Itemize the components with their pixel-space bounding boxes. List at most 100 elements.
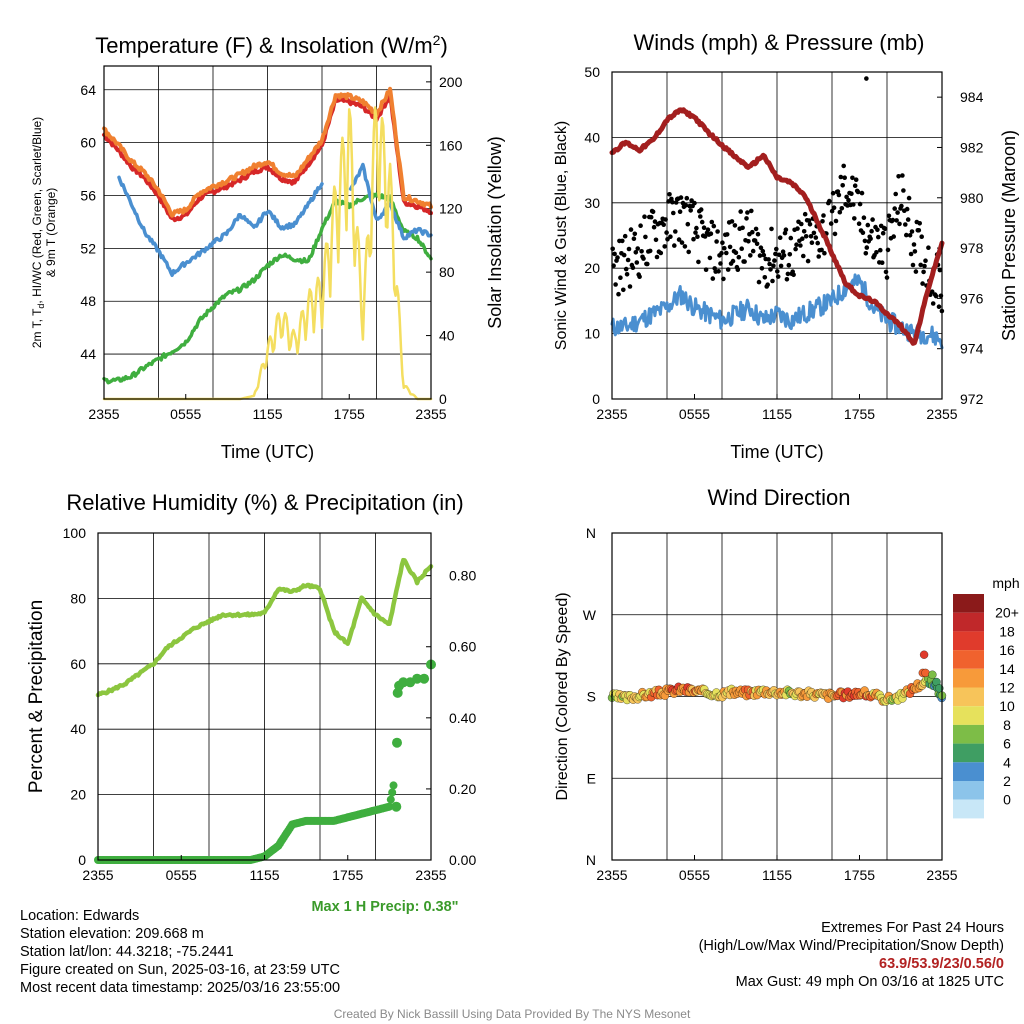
legend-swatch: [953, 612, 984, 632]
sonic-wind-series: [610, 273, 944, 350]
gust-dot: [718, 261, 723, 266]
gust-dot: [891, 234, 896, 239]
gust-dot: [686, 249, 691, 255]
legend-label: 10: [999, 698, 1015, 714]
legend-swatch: [953, 706, 984, 725]
x-tick-label: 1155: [252, 406, 282, 422]
y-axis-label: Sonic Wind & Gust (Blue, Black): [553, 121, 570, 350]
gust-dot: [663, 217, 668, 222]
gust-dot: [694, 225, 699, 231]
gust-dot: [923, 258, 928, 264]
gust-dot: [714, 239, 719, 244]
y-tick-label: N: [586, 852, 596, 868]
gust-dots: [610, 76, 945, 314]
direction-dot: [935, 684, 944, 693]
gust-dot: [688, 208, 693, 213]
gust-dot: [653, 237, 659, 243]
gust-dot: [638, 223, 643, 228]
gust-dot: [930, 301, 936, 306]
gust-dot: [641, 256, 646, 261]
max-precip-annotation: Max 1 H Precip: 0.38": [311, 899, 458, 915]
y-tick-label: 0: [592, 391, 600, 407]
x-tick-label: 2355: [82, 867, 113, 883]
gust-dot: [634, 260, 640, 265]
legend-swatch: [953, 762, 984, 781]
gust-dot: [696, 259, 701, 265]
gust-dot: [922, 263, 927, 269]
y2-tick-label: 0.40: [449, 710, 476, 726]
created-label: Figure created on Sun, 2025-03-16, at 23…: [20, 962, 340, 978]
y-tick-label: 80: [70, 590, 86, 606]
gust-dot: [759, 266, 765, 271]
gust-dot: [770, 278, 775, 284]
gust-dot: [937, 267, 943, 273]
gust-dot: [754, 241, 760, 247]
gust-dot: [692, 200, 697, 206]
gust-dot: [863, 251, 869, 256]
gust-dot: [667, 192, 672, 197]
gust-dot: [846, 197, 851, 203]
gust-dot: [707, 255, 713, 261]
y2-axis-label: Station Pressure (Maroon): [999, 130, 1019, 341]
y-tick-label: 0: [78, 852, 86, 868]
gust-dot: [884, 275, 890, 280]
x-tick-label: 1755: [844, 406, 875, 422]
gust-dot: [721, 276, 726, 282]
gust-dot: [822, 250, 827, 256]
gust-dot: [895, 210, 900, 215]
gust-dot: [910, 262, 916, 268]
gust-dot: [853, 177, 859, 182]
y-tick-label: 30: [584, 195, 600, 211]
gust-dot: [738, 209, 743, 214]
elevation-label: Station elevation: 209.668 m: [20, 926, 204, 942]
gust-dot: [785, 271, 791, 277]
precip-dot: [419, 673, 430, 684]
gust-dot: [851, 202, 856, 207]
gust-dot: [878, 247, 883, 253]
gust-dot: [662, 244, 667, 249]
y-tick-label: 10: [584, 326, 600, 342]
gust-dot: [765, 282, 770, 288]
gust-dot: [703, 267, 709, 273]
gust-dot: [768, 267, 773, 272]
gust-dot: [623, 266, 629, 272]
legend-label: 18: [999, 623, 1015, 639]
gust-dot: [875, 227, 880, 233]
x-tick-label: 1755: [334, 406, 365, 422]
gust-dot: [815, 240, 820, 246]
gust-dot: [725, 267, 731, 272]
gust-dot: [791, 272, 796, 278]
gust-dot: [658, 250, 664, 256]
gust-dot: [916, 228, 922, 233]
direction-dot: [928, 670, 937, 679]
gust-dot: [793, 246, 798, 252]
gust-dot: [630, 265, 636, 271]
gust-dot: [756, 279, 762, 285]
y2-tick-label: 0.60: [449, 639, 476, 655]
legend-swatch: [953, 631, 984, 651]
precip-dot: [398, 677, 409, 688]
gust-dot: [909, 229, 915, 234]
gust-dot: [661, 222, 666, 227]
y-tick-label: 20: [70, 787, 86, 803]
gust-dot: [618, 275, 623, 281]
gust-dot: [876, 234, 881, 240]
gust-dot: [622, 233, 628, 239]
x-tick-label: 2355: [596, 406, 627, 422]
gust-dot: [798, 243, 803, 248]
legend-swatch: [953, 650, 984, 669]
heat-index-wind-chill-series: [117, 162, 433, 278]
gust-dot: [699, 219, 705, 225]
gust-dot: [729, 219, 735, 224]
gust-dot: [813, 235, 819, 240]
y-axis-label: 2m T, Td, HI/WC (Red, Green, Scarlet/Blu…: [30, 117, 46, 348]
gust-dot: [724, 250, 729, 256]
extremes-title: Extremes For Past 24 Hours: [821, 920, 1004, 936]
chart-title: Temperature (F) & Insolation (W/m2): [95, 32, 448, 58]
precip-dot: [386, 795, 395, 804]
gust-dot: [612, 251, 617, 257]
gust-dot: [771, 263, 776, 269]
gust-dot: [904, 232, 909, 238]
gust-dot: [724, 232, 730, 237]
